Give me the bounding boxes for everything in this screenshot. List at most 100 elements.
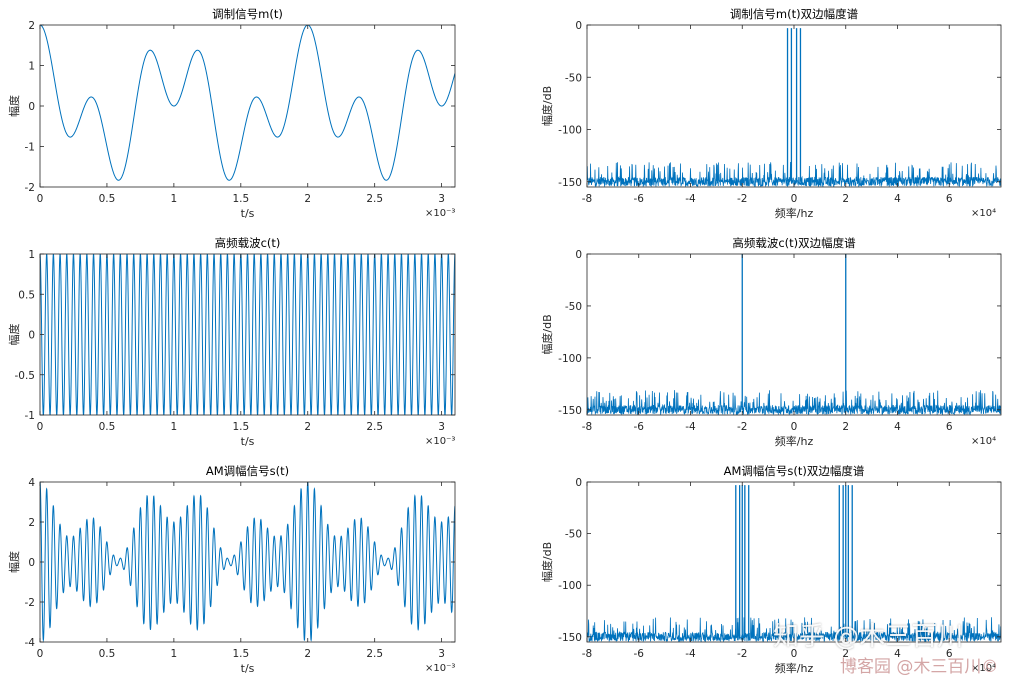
x-tick-label: 3 (438, 421, 445, 433)
chart-title: 高频载波c(t)双边幅度谱 (732, 236, 856, 250)
data-layer (40, 254, 455, 415)
subplot-5: 0 0.5 1 1.5 2 2.5 3 -4 -2 0 2 4 AM调幅信号s(t) t/s 幅度 ×10⁻³ (7, 464, 456, 675)
x-tick-label: 0 (791, 193, 798, 205)
x-tick-label: -6 (634, 193, 645, 205)
x-tick-label: 1.5 (232, 648, 249, 660)
x-tick-label: -4 (685, 648, 696, 660)
chart-title: 高频载波c(t) (215, 236, 281, 250)
data-layer (40, 482, 455, 642)
x-tick-label: 2 (842, 193, 849, 205)
x-tick-label: 0 (791, 421, 798, 433)
x-tick-label: -4 (685, 193, 696, 205)
y-axis-label: 幅度 (7, 324, 21, 346)
x-tick-label: 0 (37, 193, 44, 205)
y-tick-label: -1 (25, 142, 35, 154)
plot-area (40, 482, 455, 642)
x-tick-label: 0.5 (99, 193, 116, 205)
chart-title: 调制信号m(t)双边幅度谱 (730, 7, 859, 21)
x-exponent-label: ×10⁴ (971, 663, 996, 674)
x-tick-label: 0 (37, 648, 44, 660)
plot-area (587, 482, 1001, 642)
x-axis-label: 频率/hz (775, 434, 814, 448)
x-tick-label: 4 (894, 193, 901, 205)
subplot-3: 0 0.5 1 1.5 2 2.5 3 -1 -0.5 0 0.5 1 高频载波c(t) t/s 幅度 ×10… (7, 236, 456, 448)
y-tick-label: 0 (28, 101, 35, 113)
noise-floor (587, 617, 1001, 642)
x-tick-label: -2 (737, 421, 747, 433)
x-tick-label: 2 (304, 193, 311, 205)
y-tick-label: 0 (575, 20, 582, 32)
x-tick-label: 1 (171, 421, 178, 433)
y-tick-label: 4 (28, 477, 35, 489)
y-axis-label: 幅度/dB (540, 542, 554, 582)
x-tick-label: 2 (842, 421, 849, 433)
x-tick-label: 4 (894, 648, 901, 660)
y-tick-label: 0.5 (18, 289, 35, 301)
subplot-2: -8 -6 -4 -2 0 2 4 6 -150 -100 -50 0 调制信号m(t)双边幅度谱频率/… (540, 7, 1002, 220)
chart-title: AM调幅信号s(t)双边幅度谱 (724, 464, 865, 478)
x-exponent-label: ×10⁻³ (425, 663, 455, 674)
x-axis-label: 频率/hz (775, 206, 814, 220)
x-tick-label: 1.5 (232, 193, 249, 205)
x-exponent-label: ×10⁴ (971, 208, 996, 219)
x-tick-label: 2 (842, 648, 849, 660)
x-axis-label: t/s (241, 435, 255, 448)
x-tick-label: -6 (634, 421, 645, 433)
plot-area (587, 25, 1001, 187)
data-layer (587, 254, 1001, 415)
x-tick-label: 0.5 (99, 648, 116, 660)
y-tick-label: -1 (25, 410, 35, 422)
waveform-line (40, 254, 455, 415)
x-exponent-label: ×10⁻³ (425, 436, 455, 447)
x-tick-label: 3 (438, 193, 445, 205)
x-tick-label: 0.5 (99, 421, 116, 433)
x-tick-label: 6 (946, 648, 953, 660)
y-tick-label: -50 (565, 301, 582, 313)
watermark-primary: 知乎 @木三百川 (773, 622, 964, 652)
noise-floor (587, 390, 1001, 415)
x-tick-label: 2 (304, 421, 311, 433)
x-axis-label: t/s (241, 662, 255, 675)
y-axis-label: 幅度/dB (540, 314, 554, 354)
x-tick-label: 4 (894, 421, 901, 433)
x-tick-label: -2 (737, 193, 747, 205)
x-axis-label: 频率/hz (775, 661, 814, 675)
x-tick-label: 2.5 (366, 193, 383, 205)
y-tick-label: -100 (558, 353, 582, 365)
x-tick-label: -8 (582, 421, 592, 433)
y-tick-label: 0 (575, 249, 582, 261)
x-exponent-label: ×10⁴ (971, 436, 996, 447)
x-tick-label: 6 (946, 421, 953, 433)
waveform-line (40, 25, 455, 181)
x-tick-label: 2.5 (366, 648, 383, 660)
x-exponent-label: ×10⁻³ (425, 208, 455, 219)
y-tick-label: 2 (28, 517, 35, 529)
data-layer (40, 25, 455, 181)
y-axis-label: 幅度 (7, 551, 21, 573)
y-tick-label: -4 (25, 637, 36, 649)
y-tick-label: 2 (28, 20, 35, 32)
x-tick-label: 6 (946, 193, 953, 205)
y-tick-label: -150 (558, 632, 582, 644)
subplot-4: -8 -6 -4 -2 0 2 4 6 -150 -100 -50 0 高频载波c(t)双边幅度谱频率/… (540, 236, 1002, 448)
y-tick-label: -100 (558, 580, 582, 592)
y-axis-label: 幅度 (7, 95, 21, 117)
x-tick-label: -8 (582, 648, 592, 660)
x-axis-label: t/s (241, 207, 255, 220)
x-tick-label: -4 (685, 421, 696, 433)
x-tick-label: 0 (37, 421, 44, 433)
x-tick-label: 3 (438, 648, 445, 660)
y-tick-label: -2 (25, 182, 35, 194)
y-tick-label: -2 (25, 597, 35, 609)
x-tick-label: -8 (582, 193, 592, 205)
y-tick-label: 0 (28, 557, 35, 569)
y-tick-label: -50 (565, 72, 582, 84)
y-axis-label: 幅度/dB (540, 86, 554, 126)
x-tick-label: 1 (171, 648, 178, 660)
waveform-line (40, 482, 455, 642)
x-tick-label: -6 (634, 648, 645, 660)
x-tick-label: 1 (171, 193, 178, 205)
chart-title: 调制信号m(t) (212, 7, 283, 21)
x-tick-label: 2.5 (366, 421, 383, 433)
